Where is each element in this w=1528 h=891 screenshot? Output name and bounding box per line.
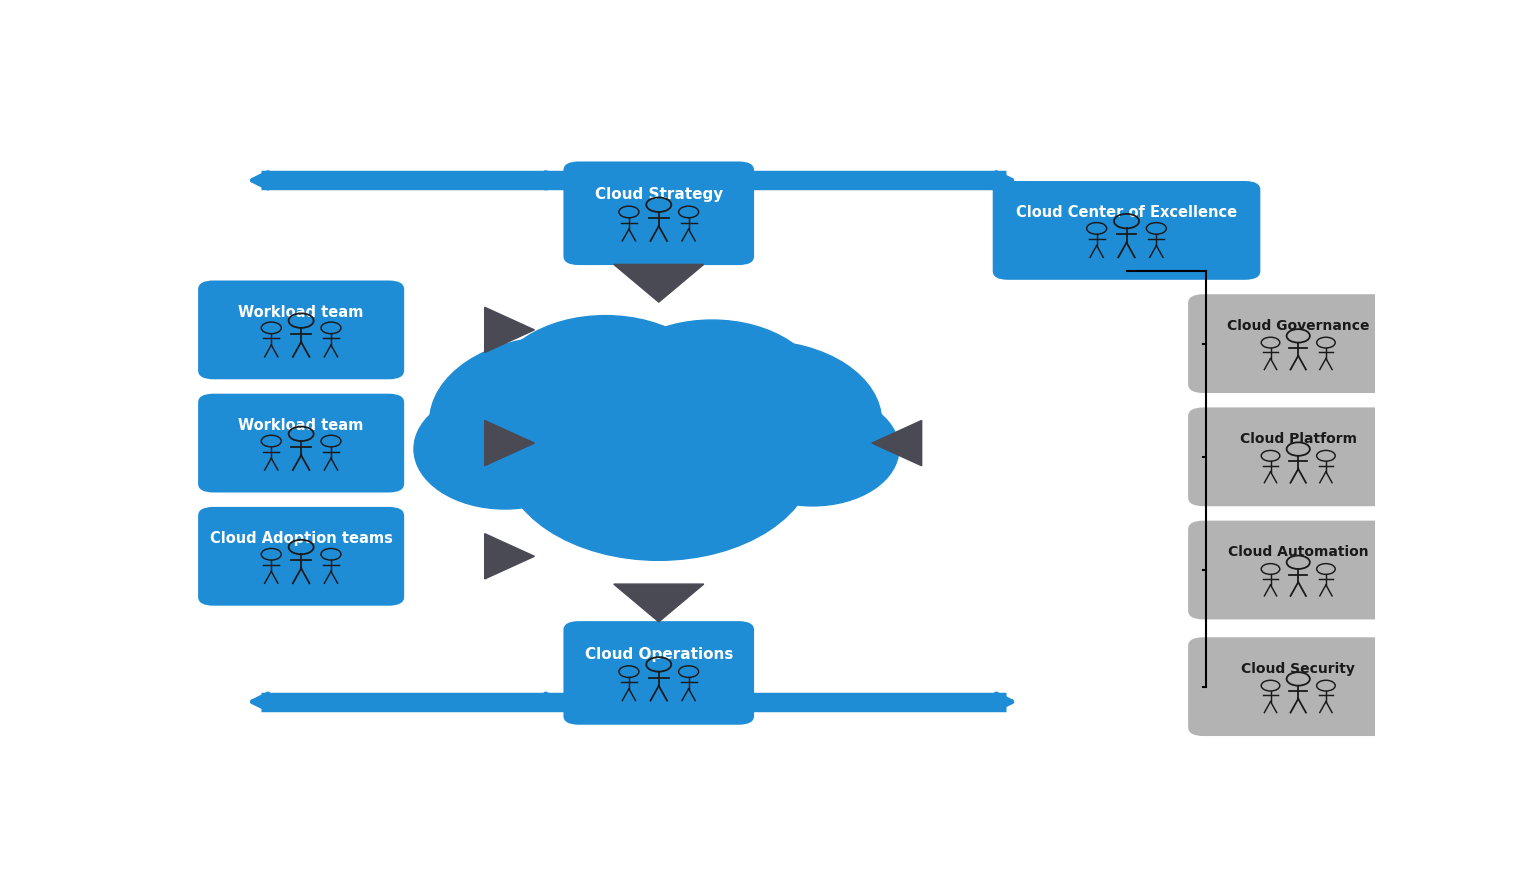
Text: Cloud Operations: Cloud Operations	[585, 647, 733, 661]
Text: Cloud Center of Excellence: Cloud Center of Excellence	[1016, 205, 1238, 220]
Text: Workload team: Workload team	[238, 305, 364, 320]
FancyBboxPatch shape	[564, 621, 755, 724]
Text: Cloud Governance: Cloud Governance	[1227, 319, 1369, 333]
FancyBboxPatch shape	[1189, 407, 1409, 506]
Ellipse shape	[727, 392, 898, 506]
Ellipse shape	[492, 315, 718, 465]
FancyBboxPatch shape	[564, 161, 755, 265]
Ellipse shape	[637, 340, 882, 503]
Polygon shape	[614, 265, 704, 302]
FancyBboxPatch shape	[1189, 637, 1409, 736]
FancyBboxPatch shape	[1189, 294, 1409, 393]
Text: Workload team: Workload team	[238, 418, 364, 433]
FancyBboxPatch shape	[1189, 520, 1409, 619]
Text: Cloud Automation: Cloud Automation	[1229, 545, 1369, 560]
Polygon shape	[484, 534, 535, 579]
FancyBboxPatch shape	[199, 281, 403, 380]
Polygon shape	[484, 307, 535, 353]
Text: Cloud Platform: Cloud Platform	[1239, 432, 1357, 446]
Ellipse shape	[429, 337, 686, 506]
Ellipse shape	[414, 389, 596, 509]
FancyBboxPatch shape	[199, 394, 403, 493]
Polygon shape	[872, 421, 921, 466]
FancyBboxPatch shape	[993, 181, 1261, 280]
Text: Cloud Adoption teams: Cloud Adoption teams	[209, 531, 393, 546]
Ellipse shape	[602, 320, 822, 465]
Ellipse shape	[503, 354, 816, 560]
Text: Cloud Security: Cloud Security	[1241, 662, 1355, 676]
Polygon shape	[484, 421, 535, 466]
Text: Cloud Strategy: Cloud Strategy	[594, 187, 723, 202]
FancyBboxPatch shape	[199, 507, 403, 606]
Polygon shape	[614, 584, 704, 622]
